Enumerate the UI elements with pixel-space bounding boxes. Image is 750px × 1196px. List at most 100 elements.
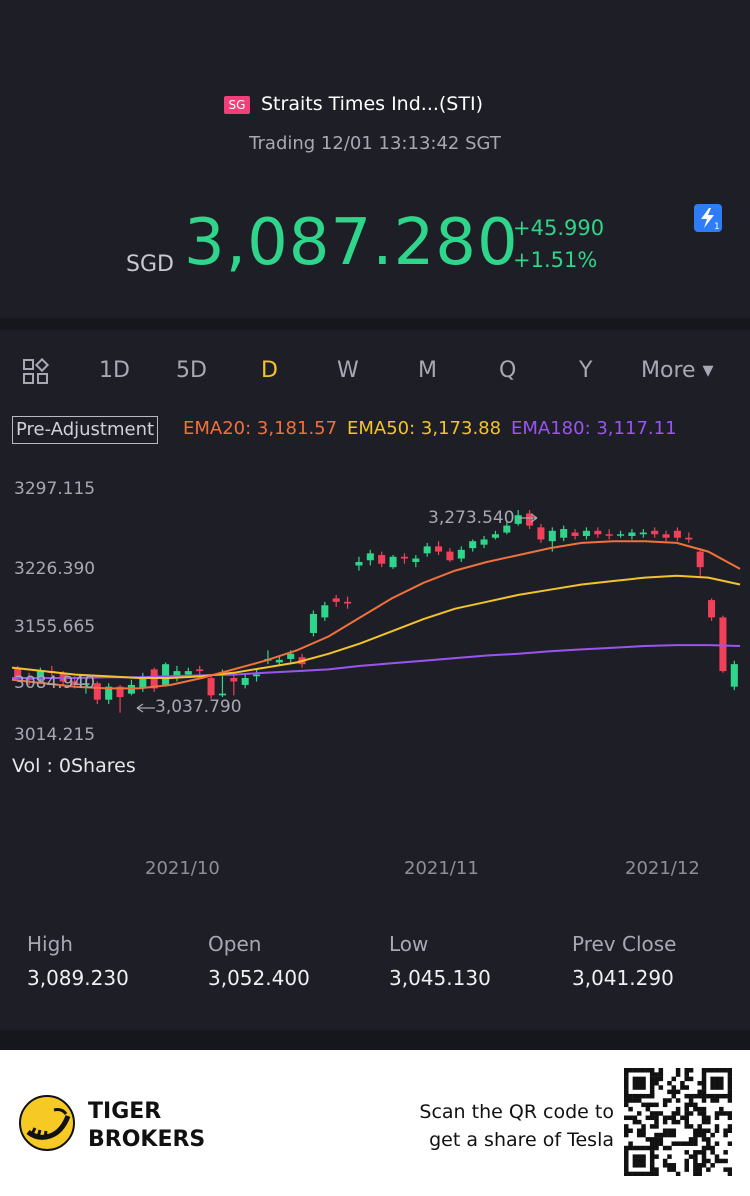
ema180-line [12,644,741,679]
tab-period-5d[interactable]: 5D [176,358,207,383]
tab-period-month[interactable]: M [418,358,437,383]
candle [139,676,147,689]
qr-module [667,1132,672,1138]
candle [36,671,44,680]
stat-label-open: Open [208,932,262,956]
tab-period-week[interactable]: W [337,358,359,383]
qr-module [697,1093,702,1099]
instrument-title[interactable]: Straits Times Ind...(STI) [261,93,483,115]
qr-module [693,1132,698,1138]
market-badge: SG [224,96,250,114]
qr-module [641,1076,646,1082]
qr-module [701,1119,707,1125]
qr-module [706,1137,711,1142]
ema180-legend: EMA180: 3,117.11 [511,418,677,439]
chart-layout-icon[interactable] [22,357,50,386]
qr-module [675,1119,681,1125]
qr-module [684,1085,689,1090]
qr-module [636,1171,642,1176]
qr-module [662,1132,668,1138]
candle [571,532,579,536]
y-tick-label: 3014.215 [14,725,96,745]
qr-module [723,1093,728,1099]
qr-module [658,1072,664,1077]
qr-module [693,1171,698,1176]
stat-value-prev-close: 3,041.290 [572,966,674,990]
qr-module [658,1137,664,1142]
ema20-legend: EMA20: 3,181.57 [183,418,338,439]
qr-module [636,1119,642,1125]
qr-module [662,1115,668,1121]
volume-label: Vol : 0Shares [12,755,136,777]
qr-module [701,1154,707,1159]
candle [696,551,704,568]
currency-label: SGD [126,252,174,277]
candle [708,600,716,618]
qr-module [624,1154,629,1159]
candle [344,601,352,604]
candle [628,532,636,536]
qr-module [688,1154,694,1159]
qr-module [667,1115,672,1121]
candle [173,671,181,677]
candle [116,686,124,698]
qr-module [654,1072,659,1077]
qr-module [624,1167,629,1172]
qr-module [641,1145,646,1151]
qr-module [624,1098,629,1103]
qr-module [649,1085,655,1090]
qr-module [662,1145,668,1151]
qr-module [675,1089,681,1095]
qr-module [662,1119,668,1125]
qr-module [641,1124,646,1129]
realtime-quote-icon[interactable]: 1 [694,204,722,232]
qr-module [684,1167,689,1172]
qr-module [701,1132,707,1138]
qr-module [719,1111,724,1116]
qr-module [641,1158,646,1164]
brand-line: BROKERS [88,1127,206,1152]
qr-module [701,1145,707,1151]
section-divider [0,1030,750,1050]
qr-module [636,1154,642,1159]
qr-module [654,1145,659,1151]
qr-module [658,1111,664,1116]
qr-module [723,1158,728,1164]
qr-module [636,1163,642,1168]
qr-module [688,1093,694,1099]
qr-module [688,1076,694,1082]
tab-period-day[interactable]: D [261,358,278,383]
qr-module [684,1115,689,1121]
tab-period-quarter[interactable]: Q [499,358,517,383]
qr-module [632,1093,638,1099]
qr-module [710,1093,715,1099]
qr-code-icon[interactable] [624,1068,732,1176]
qr-module [675,1106,681,1112]
candle [423,546,431,554]
pre-adjustment-toggle[interactable]: Pre-Adjustment [12,416,159,444]
qr-module [649,1093,655,1099]
x-tick-label: 2021/10 [145,858,220,879]
qr-module [701,1089,707,1095]
qr-module [688,1137,694,1142]
tab-period-1d[interactable]: 1D [99,358,130,383]
qr-module [693,1106,698,1112]
qr-module [667,1163,672,1168]
qr-module [710,1145,715,1151]
qr-module [684,1119,689,1125]
qr-module [662,1128,668,1133]
qr-module [636,1080,642,1086]
candle [673,530,681,538]
candle [184,671,192,675]
candle [14,668,22,679]
qr-module [680,1080,685,1086]
qr-module [628,1106,633,1112]
qr-module [624,1115,629,1121]
qr-module [641,1093,646,1099]
tab-period-year[interactable]: Y [579,358,593,383]
qr-module [671,1115,677,1121]
candle [71,681,79,685]
more-periods-dropdown[interactable]: More ▾ [641,358,714,383]
qr-module [667,1128,672,1133]
candlestick-chart[interactable] [0,460,750,790]
